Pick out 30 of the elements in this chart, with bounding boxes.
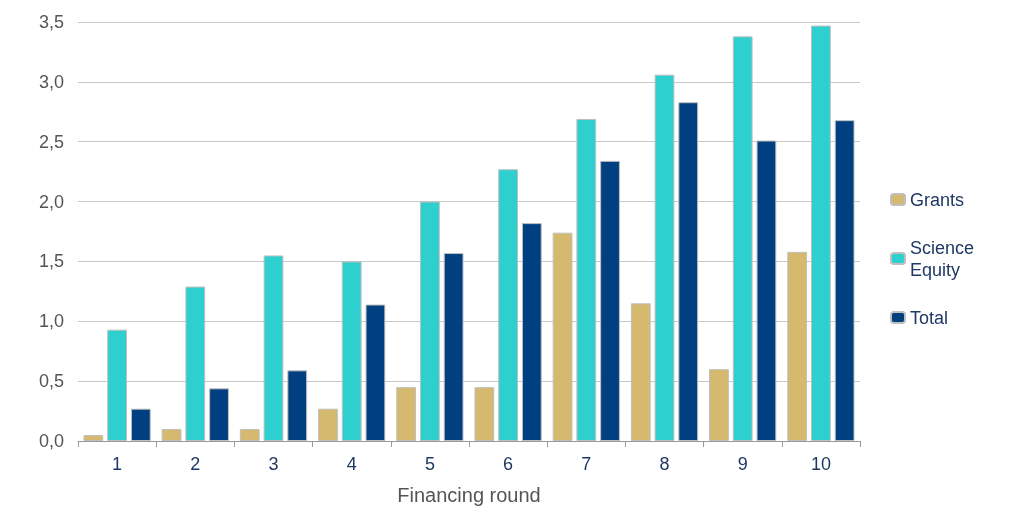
y-tick-label: 3,0 — [38, 71, 64, 92]
x-axis-title: Financing round — [397, 484, 541, 506]
bar — [161, 429, 182, 441]
x-tick-label: 6 — [503, 454, 514, 474]
bar — [318, 408, 338, 441]
x-tick-label: 7 — [581, 454, 592, 474]
x-tick-label: 3 — [268, 454, 279, 474]
y-tick-label: 3,5 — [38, 12, 64, 32]
legend-label: Science Equity — [910, 237, 980, 280]
x-tick-label: 9 — [737, 454, 748, 474]
bar — [396, 387, 417, 441]
legend-label: Total — [910, 307, 949, 328]
bar — [474, 387, 495, 441]
x-tick-label: 10 — [810, 454, 831, 474]
legend-label: Grants — [910, 189, 965, 210]
y-tick-label: 0,5 — [38, 371, 64, 392]
bar — [83, 435, 104, 441]
bar — [239, 429, 260, 441]
x-tick-label: 5 — [424, 454, 435, 474]
y-tick-label: 1,5 — [38, 251, 64, 272]
y-tick-label: 2,0 — [38, 191, 64, 212]
bar — [209, 388, 229, 441]
y-tick-label: 0,0 — [38, 431, 64, 451]
x-tick-label: 1 — [112, 454, 123, 474]
bar — [130, 408, 151, 441]
x-tick-label: 4 — [346, 454, 357, 474]
x-tick-label: 8 — [659, 454, 670, 474]
y-tick-label: 1,0 — [38, 311, 64, 332]
y-tick-label: 2,5 — [38, 131, 64, 152]
x-tick-label: 2 — [190, 454, 201, 474]
